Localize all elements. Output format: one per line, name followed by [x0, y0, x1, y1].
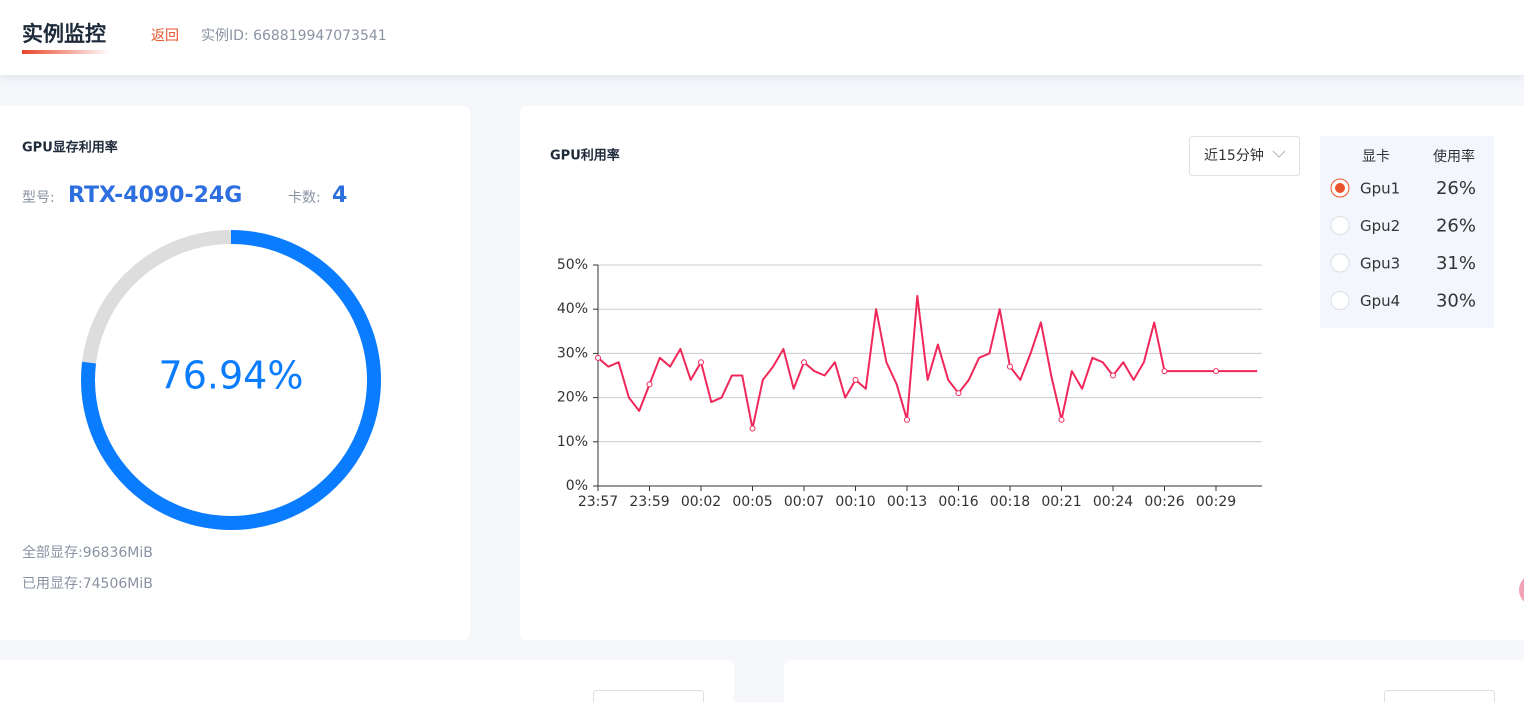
- radio[interactable]: [1330, 253, 1350, 273]
- chart-title: GPU利用率: [550, 148, 620, 164]
- gpu-usage: 26%: [1436, 178, 1476, 199]
- x-tick-label: 00:21: [1041, 494, 1081, 510]
- point: [1161, 368, 1168, 375]
- memory-card: [0, 106, 470, 640]
- gpu-usage: 31%: [1436, 253, 1476, 274]
- x-tick-label: 00:05: [732, 494, 772, 510]
- point: [904, 416, 910, 423]
- title-underline: [22, 50, 110, 54]
- x-tick-label: 00:29: [1196, 494, 1236, 510]
- table-header: 使用率: [1433, 148, 1475, 165]
- radio[interactable]: [1330, 291, 1350, 310]
- back-link[interactable]: 返回: [151, 28, 179, 44]
- donut-label: 76.94%: [159, 354, 304, 398]
- point: [646, 381, 653, 388]
- x-tick-label: 00:18: [990, 494, 1030, 510]
- bottom-card-right: [784, 660, 1524, 702]
- point: [852, 376, 859, 383]
- x-tick-label: 23:57: [578, 494, 618, 510]
- point: [955, 390, 962, 397]
- gpu-table: [1320, 136, 1494, 328]
- select-box[interactable]: [1384, 690, 1495, 702]
- point: [1058, 416, 1065, 423]
- gpu-name: Gpu2: [1360, 217, 1400, 235]
- model-value: RTX-4090-24G: [68, 183, 242, 208]
- point: [595, 354, 601, 361]
- instance-id: 实例ID: 668819947073541: [201, 28, 387, 44]
- table-header: 显卡: [1362, 149, 1390, 165]
- range-select-text: 近15分钟: [1204, 147, 1264, 164]
- y-tick-label: 40%: [557, 301, 588, 317]
- x-tick-label: 00:10: [835, 494, 875, 510]
- point: [1007, 363, 1013, 370]
- y-tick-label: 0%: [566, 478, 588, 494]
- x-tick-label: 00:26: [1144, 494, 1184, 510]
- y-tick-label: 10%: [557, 434, 588, 450]
- y-tick-label: 50%: [557, 257, 588, 273]
- point: [698, 359, 704, 366]
- gpu-name: Gpu1: [1360, 180, 1400, 198]
- point: [1213, 368, 1219, 375]
- y-tick-label: 20%: [557, 390, 588, 406]
- float-button[interactable]: [1519, 574, 1524, 606]
- x-tick-label: 00:13: [887, 494, 927, 510]
- select-box[interactable]: [593, 690, 704, 702]
- gpu-usage: 26%: [1436, 216, 1476, 237]
- model-label: 型号:: [22, 190, 55, 206]
- y-tick-label: 30%: [557, 345, 588, 361]
- x-tick-label: 00:02: [681, 494, 721, 510]
- line: [597, 294, 1258, 430]
- count-label: 卡数:: [288, 190, 321, 206]
- donut-arc: [81, 230, 381, 530]
- gpu-name: Gpu4: [1360, 292, 1400, 310]
- radio-dot: [1335, 183, 1345, 193]
- range-select[interactable]: [1189, 136, 1300, 176]
- total-memory: 全部显存:96836MiB: [22, 544, 153, 561]
- used-memory: 已用显存:74506MiB: [22, 576, 153, 592]
- gpu-name: Gpu3: [1360, 255, 1400, 273]
- point: [749, 425, 756, 432]
- point: [1110, 372, 1116, 379]
- point: [801, 359, 807, 366]
- bottom-card-left: [0, 660, 734, 702]
- dropdown-arrow: [1272, 150, 1286, 158]
- x-tick-label: 00:07: [784, 494, 824, 510]
- count-value: 4: [332, 183, 347, 208]
- radio[interactable]: [1330, 216, 1350, 235]
- x-tick-label: 00:24: [1093, 494, 1133, 510]
- header-bar: [0, 0, 1524, 75]
- x-tick-label: 00:16: [938, 494, 978, 510]
- gpu-usage: 30%: [1436, 291, 1476, 312]
- page-title: 实例监控: [22, 22, 106, 46]
- x-tick-label: 23:59: [629, 494, 669, 510]
- card-title: GPU显存利用率: [22, 140, 118, 156]
